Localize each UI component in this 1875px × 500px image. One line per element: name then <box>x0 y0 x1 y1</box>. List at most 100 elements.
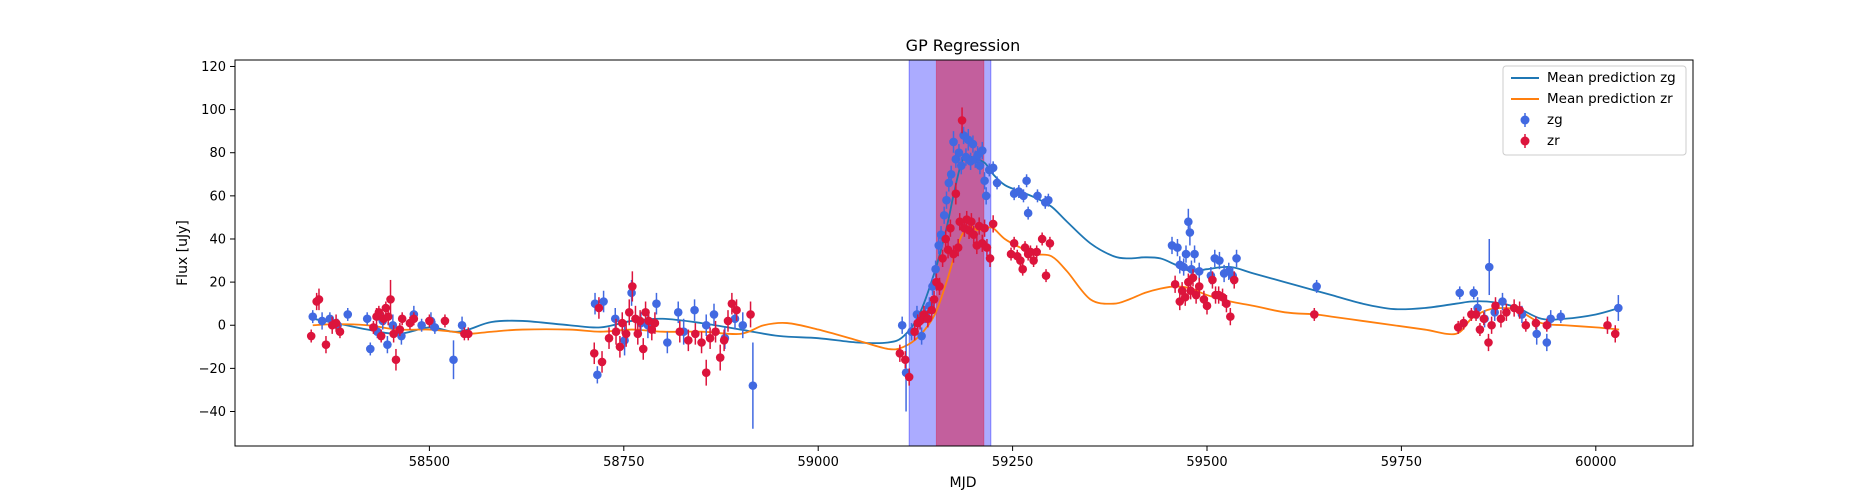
data-point-zr <box>1032 245 1042 259</box>
data-point-zr <box>1496 310 1506 328</box>
data-point-zr <box>980 219 989 237</box>
data-point-zg <box>981 187 991 205</box>
x-tick-label: 58750 <box>603 455 644 470</box>
data-point-zr <box>335 325 345 339</box>
data-point-zg <box>1312 279 1321 293</box>
data-point-zr <box>895 344 905 362</box>
data-point-zr <box>904 368 914 386</box>
data-point-zr <box>1610 325 1620 343</box>
legend-box <box>1502 65 1687 156</box>
data-point-zr <box>711 320 720 343</box>
x-tick-label: 59000 <box>798 455 839 470</box>
data-point-zr <box>1484 333 1493 352</box>
data-point-zg <box>939 206 949 224</box>
data-point-zg <box>593 366 602 384</box>
data-point-zg <box>1033 189 1042 203</box>
y-tick-label: 20 <box>209 276 226 291</box>
data-point-zr <box>1502 303 1511 321</box>
data-point-zg <box>673 301 683 324</box>
legend-label-mean-zr: Mean prediction zr <box>1547 91 1673 107</box>
data-point-zg <box>968 135 978 153</box>
data-point-zg <box>599 290 608 313</box>
data-point-zg <box>738 312 748 339</box>
data-point-zg <box>942 191 951 209</box>
plot-frame <box>234 59 1694 447</box>
y-tick-label: 0 <box>218 319 226 334</box>
data-point-zr <box>635 310 645 332</box>
data-point-zr <box>951 182 961 205</box>
data-point-zg <box>931 260 940 278</box>
data-point-zr <box>927 301 937 319</box>
data-point-zg <box>1542 333 1552 352</box>
data-point-zr <box>1045 236 1055 250</box>
legend-label-mean-zg: Mean prediction zg <box>1547 70 1676 86</box>
data-point-zg <box>383 336 392 354</box>
data-point-zr <box>624 299 634 326</box>
data-point-zg <box>954 144 964 162</box>
data-point-zg <box>366 342 375 356</box>
x-tick-label: 59500 <box>1186 455 1227 470</box>
data-point-zg <box>934 236 944 255</box>
y-tick-label: 100 <box>201 103 226 118</box>
data-point-zg <box>1181 245 1191 263</box>
data-point-zr <box>369 320 378 334</box>
data-point-zg <box>1455 286 1465 300</box>
data-point-zg <box>1215 251 1224 270</box>
chart-title: GP Regression <box>906 36 1021 55</box>
data-point-zg <box>663 331 672 354</box>
y-axis-label: Flux [uJy] <box>175 220 191 286</box>
data-point-zr <box>638 338 648 360</box>
legend-swatch-zr <box>1520 134 1530 148</box>
data-point-zr <box>1009 236 1019 250</box>
data-point-zr <box>1531 316 1541 330</box>
data-point-zr <box>1603 316 1612 334</box>
data-point-zg <box>652 292 661 315</box>
x-tick-label: 60000 <box>1575 455 1616 470</box>
data-point-zg <box>946 165 956 183</box>
data-point-zr <box>967 213 976 231</box>
data-point-zr <box>611 318 621 345</box>
data-point-zr <box>691 323 700 345</box>
data-point-zr <box>1226 307 1235 326</box>
data-point-zr <box>727 292 737 315</box>
data-point-zr <box>306 329 316 343</box>
data-point-zg <box>308 310 318 324</box>
data-point-zg <box>748 342 758 429</box>
data-point-zr <box>376 329 386 343</box>
data-point-zr <box>684 329 693 352</box>
series-line-mean-prediction-zr <box>312 225 1620 351</box>
data-point-zr <box>675 320 685 343</box>
data-point-zr <box>1029 254 1038 268</box>
data-point-zg <box>1614 295 1623 321</box>
data-point-zr <box>900 351 910 369</box>
data-point-zr <box>949 245 958 263</box>
data-point-zr <box>321 336 331 354</box>
data-point-zg <box>977 141 987 160</box>
data-point-zr <box>701 359 711 386</box>
data-point-zg <box>317 312 327 330</box>
data-point-zr <box>1018 262 1028 276</box>
data-point-zr <box>1542 318 1552 332</box>
data-point-zg <box>1190 245 1199 263</box>
data-point-zr <box>409 312 419 326</box>
data-point-zr <box>425 314 434 328</box>
data-point-zg <box>1194 262 1204 280</box>
y-axis: −40 −20 0 20 40 60 80 100 120 <box>199 60 235 420</box>
data-point-zg <box>1179 258 1188 276</box>
y-tick-label: 80 <box>209 146 226 161</box>
data-point-zg <box>980 172 989 190</box>
data-point-zr <box>395 323 405 337</box>
data-point-zg <box>1173 238 1182 257</box>
data-point-zg <box>992 176 1002 190</box>
data-point-zr <box>386 279 395 319</box>
data-point-zr <box>946 219 955 237</box>
data-point-zr <box>374 305 384 319</box>
data-point-zg <box>1044 193 1053 207</box>
data-point-zr <box>1310 307 1319 321</box>
data-point-zr <box>628 271 637 302</box>
series-line-mean-prediction-zg <box>312 156 1620 345</box>
data-point-zr <box>650 312 660 334</box>
data-point-zr <box>715 344 725 371</box>
data-point-zg <box>949 131 958 153</box>
